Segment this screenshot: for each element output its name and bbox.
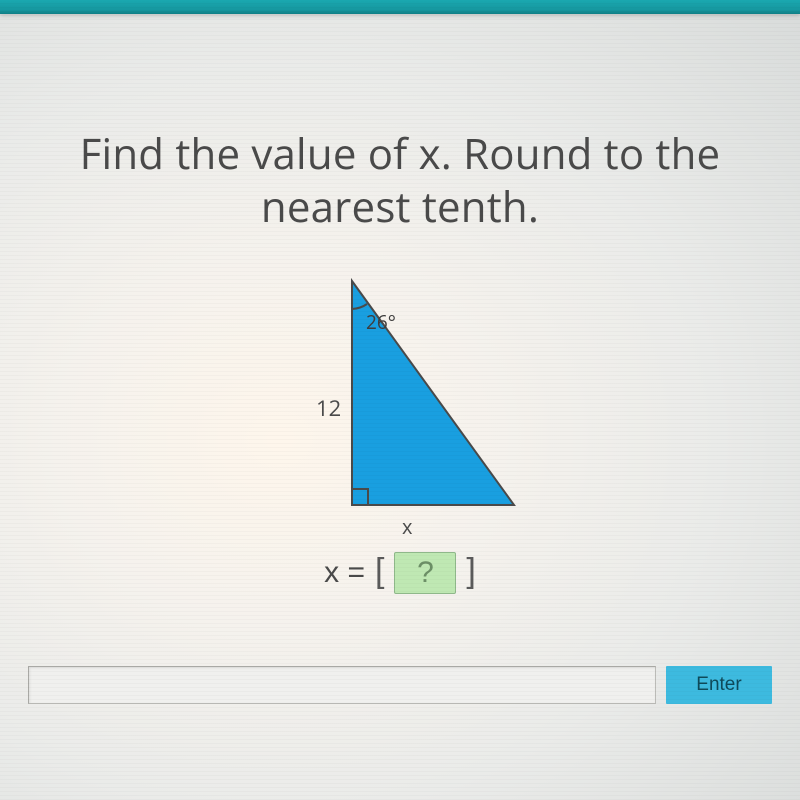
answer-prefix: x = — [324, 556, 365, 590]
window-topbar — [0, 0, 800, 14]
answer-placeholder-box[interactable]: ? — [394, 552, 456, 594]
bottom-side-label: x — [402, 513, 412, 540]
prompt-line-2: nearest tenth. — [0, 181, 800, 234]
left-side-label: 12 — [316, 393, 341, 423]
question-prompt: Find the value of x. Round to the neares… — [0, 128, 800, 233]
triangle-svg — [270, 275, 530, 535]
prompt-line-1: Find the value of x. Round to the — [0, 128, 800, 181]
enter-button[interactable]: Enter — [666, 666, 772, 704]
bracket-right: ] — [466, 552, 475, 591]
answer-input[interactable] — [28, 666, 656, 704]
answer-input-row: Enter — [28, 666, 772, 704]
angle-label: 26° — [366, 309, 396, 335]
bracket-left: [ — [375, 552, 384, 591]
answer-placeholder-text: ? — [417, 556, 434, 590]
triangle-diagram: 26° 12 x — [270, 275, 530, 535]
figure-area: 26° 12 x x = [ ? ] — [0, 275, 800, 594]
answer-expression: x = [ ? ] — [0, 552, 800, 594]
